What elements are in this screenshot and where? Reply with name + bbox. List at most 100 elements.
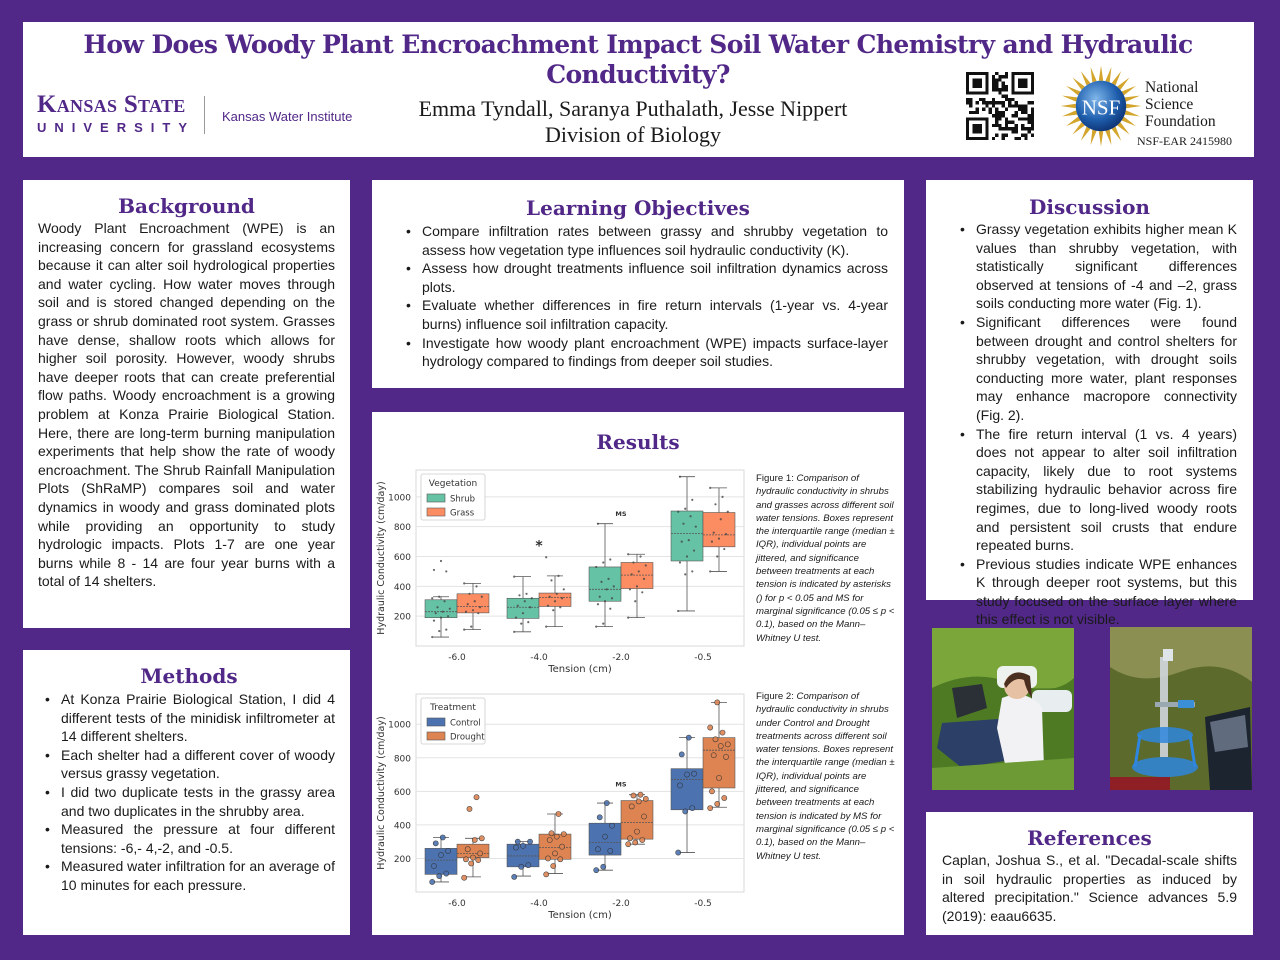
nsf-ray	[1121, 85, 1136, 96]
data-point	[557, 856, 564, 863]
data-point	[439, 559, 443, 563]
data-point	[555, 811, 562, 817]
box-shrub	[670, 510, 704, 562]
data-point	[719, 729, 726, 736]
data-point	[475, 585, 478, 588]
x-tick-label: -2.0	[612, 653, 630, 663]
data-point	[724, 741, 731, 748]
nsf-name-line: Foundation	[1145, 113, 1216, 130]
x-tick-label: -0.5	[694, 899, 712, 909]
legend-swatch-shrub	[426, 493, 446, 503]
data-point	[438, 629, 441, 633]
data-point	[553, 833, 560, 840]
legend-swatch-grass	[426, 507, 446, 517]
data-point	[471, 837, 478, 843]
x-tick-label: -4.0	[530, 899, 548, 909]
ksu-logo-university: UNIVERSITY	[37, 120, 196, 135]
methods-item: Each shelter had a different cover of wo…	[45, 746, 335, 783]
y-axis-label: Hydraulic Conductivity (cm/day)	[376, 716, 387, 869]
data-point	[464, 610, 468, 613]
data-point	[559, 843, 565, 850]
data-point	[438, 852, 444, 858]
data-point	[436, 606, 439, 609]
x-axis-label: Tension (cm)	[547, 664, 612, 675]
y-tick-label: 1000	[388, 493, 411, 503]
data-point	[723, 547, 726, 551]
authors-block: Emma Tyndall, Saranya Puthalath, Jesse N…	[363, 96, 903, 148]
data-point	[546, 837, 553, 843]
ksu-logo-wordmark: Kansas State	[37, 91, 186, 118]
qr-code-icon[interactable]	[966, 72, 1034, 140]
legend-swatch-drought	[426, 731, 446, 741]
field-photo-infiltrometer	[1110, 627, 1252, 790]
figure-2-chart: 200 400 600 800 1000 -6.0 -4.0 -2.0 -0.5 MS Tensio…	[376, 693, 745, 921]
data-point	[716, 555, 719, 558]
data-point	[434, 612, 437, 615]
logo-divider	[204, 96, 205, 134]
nsf-ray	[1126, 103, 1142, 109]
data-point	[546, 604, 550, 607]
data-point	[431, 597, 434, 600]
poster-header: How Does Woody Plant Encroachment Impact…	[23, 22, 1254, 157]
nsf-ray	[1098, 65, 1104, 81]
data-point	[641, 813, 647, 820]
data-point	[677, 782, 683, 789]
references-panel: References Caplan, Joshua S., et al. "De…	[926, 812, 1253, 935]
data-point	[609, 558, 612, 561]
x-tick-label: -6.0	[448, 653, 466, 663]
data-point	[595, 846, 601, 853]
nsf-name-line: National	[1145, 79, 1199, 96]
data-point	[431, 863, 437, 869]
nsf-ray	[1121, 116, 1136, 127]
data-point	[471, 609, 475, 612]
data-point	[553, 600, 557, 603]
legend-title: Treatment	[429, 703, 476, 713]
data-point	[644, 564, 647, 567]
data-point	[562, 588, 565, 591]
legend-label-control: Control	[450, 719, 481, 729]
data-point	[593, 867, 600, 874]
nsf-grant-number: NSF-EAR 2415980	[1137, 134, 1233, 148]
figure-1-chart: 200 400 600 800 1000 -6.0 -4.0 -2.0 -0.5 * MS Tensi…	[376, 469, 745, 675]
data-point	[441, 610, 444, 613]
legend-label-grass: Grass	[450, 509, 475, 519]
nsf-name-line: Science	[1145, 96, 1194, 113]
data-point	[605, 588, 608, 591]
nsf-seal-text: NSF	[1082, 95, 1121, 119]
objectives-item: Evaluate whether differences in fire ret…	[406, 296, 888, 333]
box-grass	[538, 592, 572, 607]
data-point	[432, 619, 436, 622]
data-point	[560, 597, 564, 600]
data-point	[685, 555, 689, 558]
methods-list: At Konza Prairie Biological Station, I d…	[43, 690, 335, 895]
data-point	[634, 828, 640, 835]
data-point	[710, 540, 714, 543]
nsf-ray	[1090, 129, 1097, 145]
data-point	[443, 870, 450, 877]
data-point	[446, 615, 450, 618]
data-point	[714, 801, 721, 807]
data-point	[525, 592, 528, 595]
nsf-ray	[1072, 77, 1085, 90]
data-point	[559, 606, 562, 609]
data-point	[627, 835, 633, 842]
y-tick-label: 400	[394, 583, 411, 593]
data-point	[721, 495, 724, 498]
y-tick-label: 600	[394, 553, 411, 563]
data-point	[431, 635, 434, 639]
data-point	[717, 537, 721, 540]
nsf-ray	[1105, 67, 1112, 83]
data-point	[607, 577, 610, 580]
data-point	[712, 531, 715, 534]
nsf-name: National Science Foundation	[1145, 79, 1216, 130]
data-point	[550, 863, 557, 869]
data-point	[545, 855, 551, 862]
data-point	[548, 595, 551, 598]
nsf-ray	[1124, 95, 1140, 102]
authors: Emma Tyndall, Saranya Puthalath, Jesse N…	[418, 96, 848, 121]
nsf-ray	[1066, 85, 1081, 96]
box-shrub	[506, 597, 540, 619]
data-point	[635, 798, 642, 805]
results-title: Results	[596, 430, 680, 454]
data-point	[723, 754, 729, 760]
